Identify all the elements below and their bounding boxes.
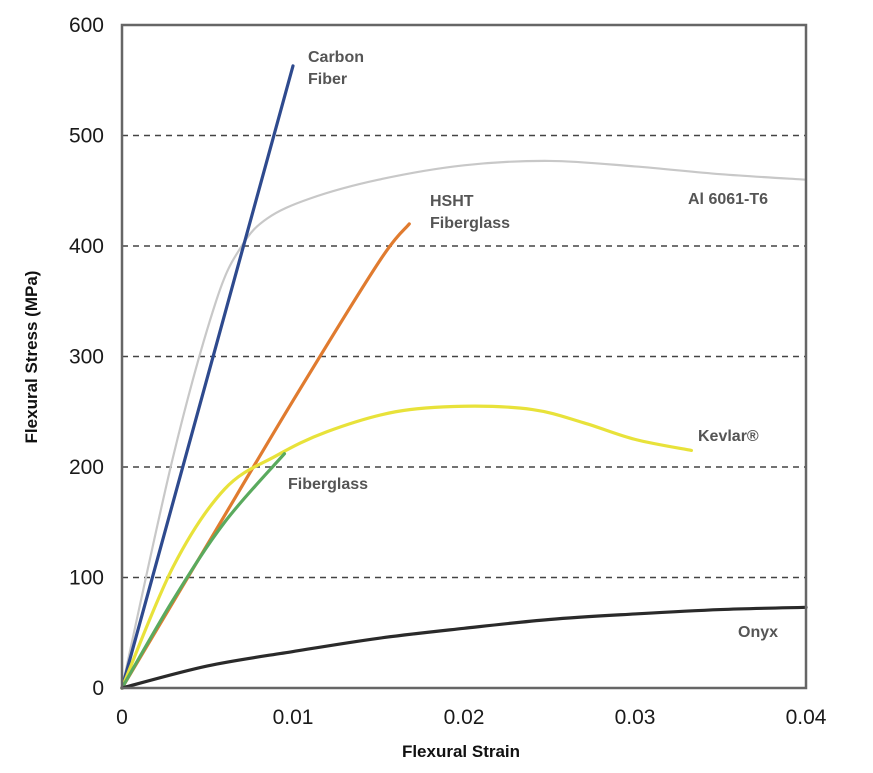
series-label-onyx: Onyx	[738, 624, 778, 641]
y-axis-title: Flexural Stress (MPa)	[22, 271, 41, 444]
x-tick-label: 0.01	[273, 706, 314, 729]
grid-lines	[122, 134, 806, 579]
y-tick-label: 100	[69, 567, 104, 590]
series-line-al-6061-t6	[120, 159, 808, 690]
y-tick-label: 0	[92, 677, 104, 700]
y-tick-label: 200	[69, 456, 104, 479]
y-tick-label: 400	[69, 235, 104, 258]
series-label-fiberglass: Fiberglass	[288, 476, 368, 493]
y-tick-label: 600	[69, 14, 104, 37]
x-tick-label: 0.02	[444, 706, 485, 729]
axis-ticks: 0 100 200 300 400 500 600 0 0.01 0.02 0.03 0.04	[69, 14, 827, 729]
series-label-kevlar: Kevlar®	[698, 428, 759, 445]
x-tick-label: 0.04	[786, 706, 827, 729]
series-labels: Al 6061-T6 Carbon Fiber HSHT Fiberglass Kevla…	[288, 49, 778, 641]
series-line-onyx	[120, 605, 808, 690]
series-label-carbon-fiber: Fiber	[308, 71, 347, 88]
x-axis-title: Flexural Strain	[402, 742, 520, 761]
series-label-al-6061-t6: Al 6061-T6	[688, 191, 768, 208]
x-tick-label: 0.03	[615, 706, 656, 729]
plot-frame	[120, 23, 808, 690]
series-lines	[120, 64, 808, 690]
y-tick-label: 300	[69, 346, 104, 369]
y-tick-label: 500	[69, 125, 104, 148]
series-label-hsht-fiberglass: HSHT	[430, 193, 474, 210]
series-label-hsht-fiberglass: Fiberglass	[430, 215, 510, 232]
series-line-carbon-fiber	[120, 64, 295, 690]
series-label-carbon-fiber: Carbon	[308, 49, 364, 66]
series-line-fiberglass	[120, 452, 287, 690]
series-line-kevlar	[120, 404, 694, 690]
x-tick-label: 0	[116, 706, 128, 729]
